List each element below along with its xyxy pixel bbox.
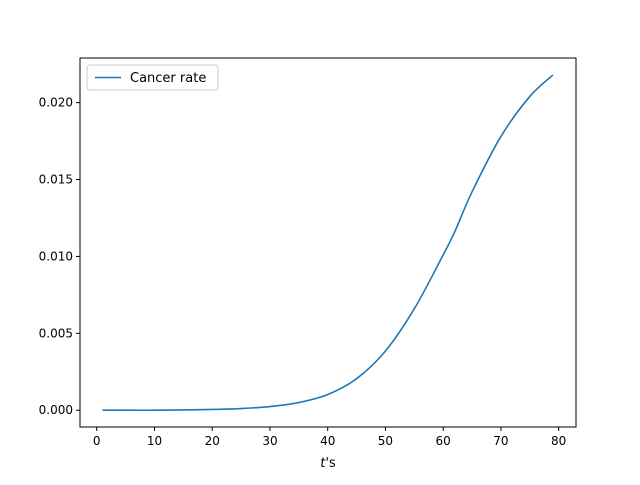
legend: Cancer rate bbox=[86, 64, 219, 91]
x-tick-label: 20 bbox=[205, 434, 220, 448]
y-tick-label: 0.000 bbox=[39, 403, 73, 417]
x-tick-label: 60 bbox=[436, 434, 451, 448]
y-tick-label: 0.005 bbox=[39, 326, 73, 340]
series-line-cancer-rate bbox=[102, 74, 554, 412]
x-tick-label: 30 bbox=[262, 434, 277, 448]
x-tick-label: 40 bbox=[320, 434, 335, 448]
x-tick-label: 80 bbox=[551, 434, 566, 448]
x-tick-label: 70 bbox=[493, 434, 508, 448]
y-tick-label: 0.020 bbox=[39, 96, 73, 110]
x-tick-label: 10 bbox=[147, 434, 162, 448]
y-tick-label: 0.015 bbox=[39, 173, 73, 187]
x-tick-label: 0 bbox=[93, 434, 101, 448]
legend-box bbox=[86, 64, 219, 91]
y-tick-label: 0.010 bbox=[39, 249, 73, 263]
legend-label: Cancer rate bbox=[130, 71, 206, 86]
x-tick-label: 50 bbox=[378, 434, 393, 448]
x-axis-label: t's bbox=[320, 456, 336, 471]
